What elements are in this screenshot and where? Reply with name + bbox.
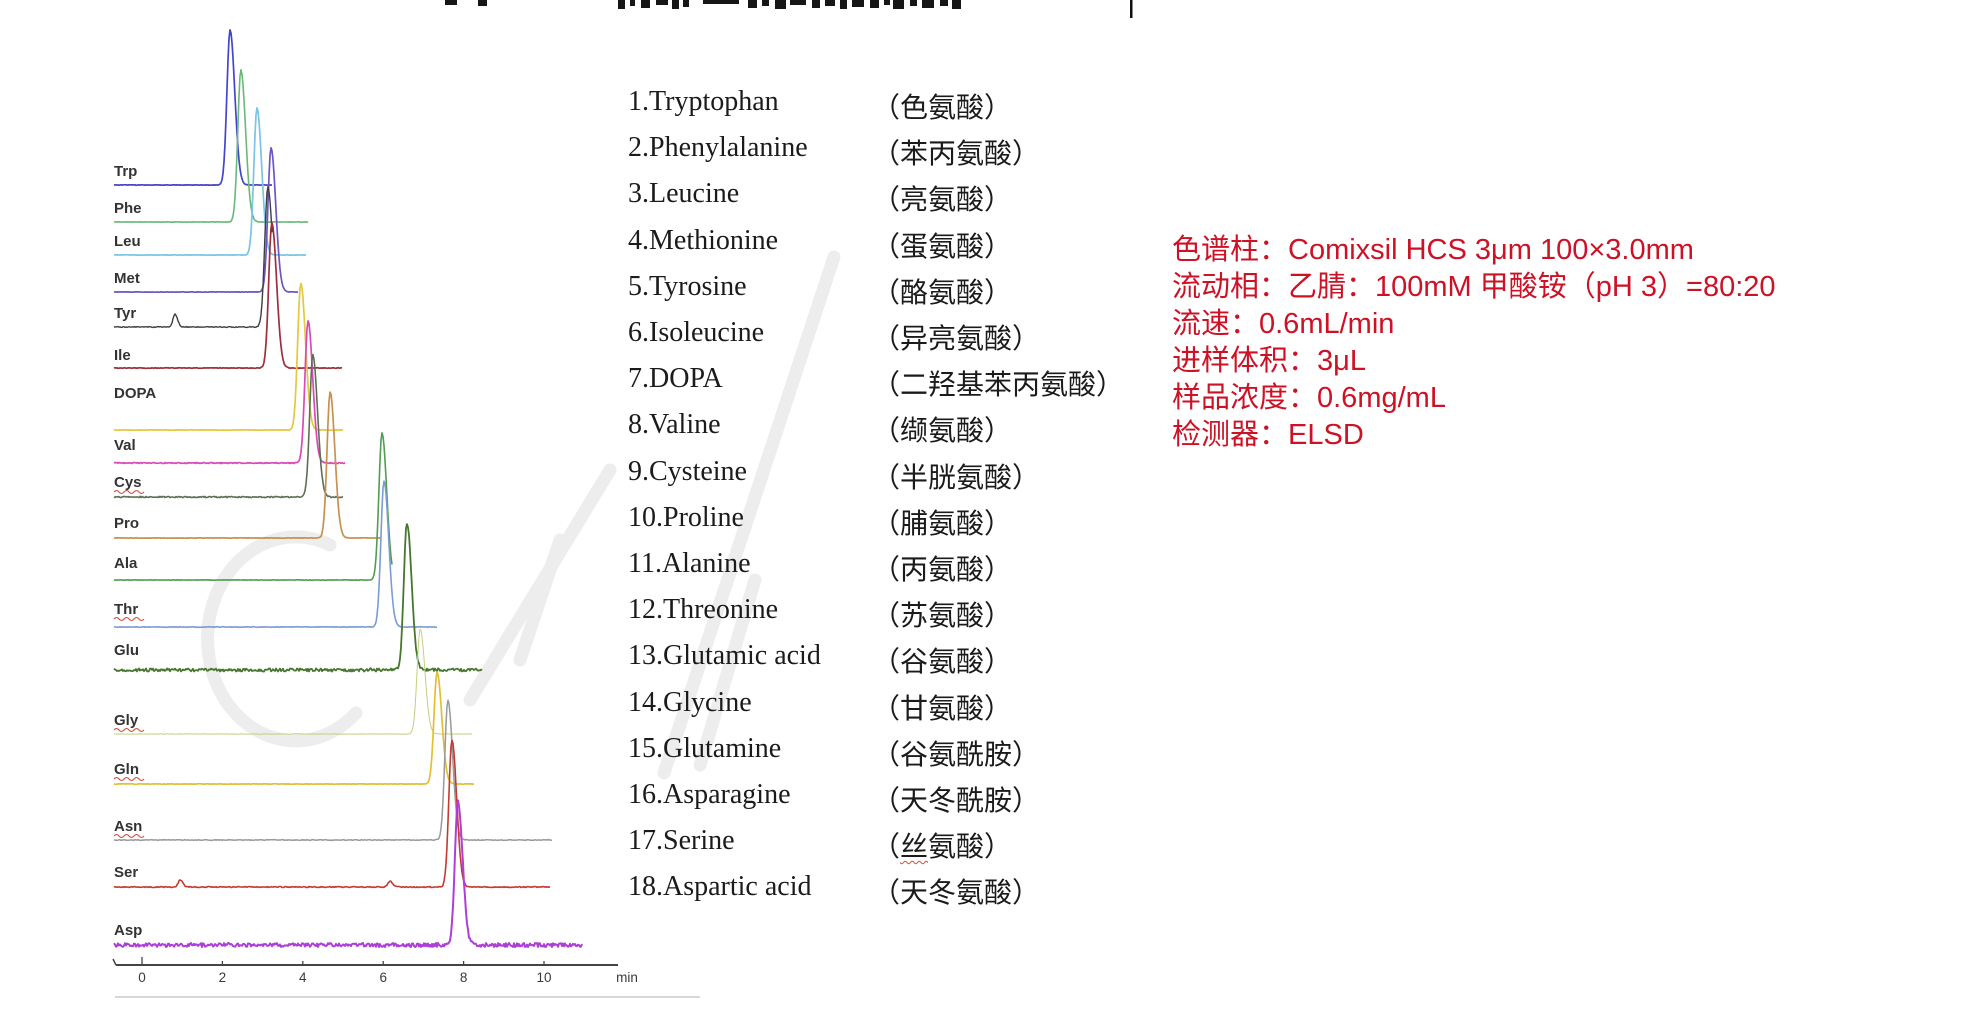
legend-chinese-name: （苏氨酸） bbox=[872, 601, 1013, 633]
trace-label-Asp: Asp bbox=[114, 922, 142, 939]
legend-number-name: 12.Threonine bbox=[628, 594, 779, 626]
x-tick-label: 4 bbox=[299, 970, 307, 985]
trace-label-Ser: Ser bbox=[114, 864, 138, 881]
trace-label-Glu: Glu bbox=[114, 642, 139, 659]
trace-label-Gly: Gly bbox=[114, 712, 139, 729]
trace-Asn bbox=[113, 699, 553, 842]
trace-label-DOPA: DOPA bbox=[114, 385, 156, 402]
trace-Ile bbox=[113, 221, 343, 370]
legend-chinese-name: （缬氨酸） bbox=[872, 416, 1013, 448]
trace-label-Gln: Gln bbox=[114, 761, 139, 778]
amino-acid-legend: 1.Tryptophan （色氨酸） 2.Phenylalanine （苯丙氨酸） 3.… bbox=[628, 0, 1188, 1009]
trace-label-Ala: Ala bbox=[114, 555, 138, 572]
trace-Met bbox=[113, 147, 299, 294]
trace-Ala bbox=[113, 432, 393, 582]
legend-chinese-name: （脯氨酸） bbox=[872, 508, 1013, 540]
legend-number-name: 11.Alanine bbox=[628, 548, 751, 579]
legend-number-name: 15.Glutamine bbox=[628, 732, 782, 764]
watermark bbox=[201, 250, 841, 780]
x-tick-label: 2 bbox=[219, 970, 227, 985]
legend-number-name: 2.Phenylalanine bbox=[628, 132, 808, 164]
trace-Tyr bbox=[113, 185, 273, 329]
legend-chinese-name: （丙氨酸） bbox=[872, 555, 1013, 586]
spellcheck-squiggle bbox=[113, 489, 145, 495]
legend-number-name: 7.DOPA bbox=[628, 363, 723, 395]
x-tick-label: 6 bbox=[379, 970, 387, 985]
trace-label-Leu: Leu bbox=[114, 233, 141, 250]
legend-chinese-name: （苯丙氨酸） bbox=[872, 139, 1041, 171]
top-divider-line bbox=[1130, 0, 1133, 18]
legend-number-name: 4.Methionine bbox=[628, 224, 779, 256]
trace-label-Phe: Phe bbox=[114, 200, 142, 217]
x-tick-label: 0 bbox=[138, 970, 146, 985]
legend-number-name: 6.Isoleucine bbox=[628, 317, 765, 348]
legend-number-name: 1.Tryptophan bbox=[628, 86, 779, 117]
legend-chinese-name: （天冬酰胺） bbox=[872, 786, 1041, 817]
legend-chinese-name: （亮氨酸） bbox=[872, 185, 1013, 217]
trace-label-Tyr: Tyr bbox=[114, 305, 136, 322]
x-axis-unit: min bbox=[616, 970, 638, 985]
legend-chinese-name: （半胱氨酸） bbox=[872, 462, 1041, 494]
legend-chinese-name: （色氨酸） bbox=[872, 93, 1013, 124]
legend-number-name: 16.Asparagine bbox=[628, 779, 791, 810]
trace-Leu bbox=[113, 107, 307, 257]
trace-Thr bbox=[113, 480, 438, 629]
legend-number-name: 14.Glycine bbox=[628, 686, 752, 718]
trace-label-Met: Met bbox=[114, 270, 140, 287]
legend-number-name: 9.Cysteine bbox=[628, 455, 747, 487]
trace-label-Ile: Ile bbox=[114, 347, 131, 364]
legend-number-name: 3.Leucine bbox=[628, 178, 740, 210]
trace-Asp bbox=[113, 799, 583, 948]
condition-line: 色谱柱：Comixsil HCS 3μm 100×3.0mm bbox=[1172, 234, 1694, 266]
trace-Glu bbox=[113, 523, 483, 673]
condition-line: 进样体积：3μL bbox=[1172, 345, 1366, 377]
spellcheck-squiggle bbox=[113, 833, 145, 839]
trace-label-Thr: Thr bbox=[114, 601, 138, 618]
trace-Phe bbox=[113, 69, 309, 223]
condition-line: 检测器：ELSD bbox=[1172, 419, 1364, 451]
legend-chinese-name: （蛋氨酸） bbox=[872, 231, 1013, 263]
trace-Ser bbox=[113, 739, 551, 889]
trace-Cys bbox=[113, 353, 344, 499]
condition-line: 流动相：乙腈：100mM 甲酸铵（pH 3）=80:20 bbox=[1172, 271, 1776, 303]
trace-Pro bbox=[113, 391, 382, 540]
legend-number-name: 10.Proline bbox=[628, 501, 744, 533]
trace-label-Pro: Pro bbox=[114, 515, 139, 532]
legend-chinese-name: （谷氨酰胺） bbox=[872, 739, 1041, 771]
legend-chinese-name: （天冬氨酸） bbox=[872, 878, 1041, 910]
spellcheck-squiggle bbox=[113, 776, 145, 782]
analysis-conditions: 色谱柱：Comixsil HCS 3μm 100×3.0mm 流动相：乙腈：100… bbox=[1172, 232, 1952, 454]
trace-Val bbox=[113, 320, 346, 465]
legend-number-name: 5.Tyrosine bbox=[628, 270, 747, 302]
legend-number-name: 18.Aspartic acid bbox=[628, 871, 812, 903]
trace-label-Cys: Cys bbox=[114, 474, 142, 491]
x-tick-label: 10 bbox=[536, 970, 551, 985]
spellcheck-squiggle bbox=[113, 616, 145, 622]
trace-DOPA bbox=[113, 282, 344, 432]
legend-chinese-name: （酪氨酸） bbox=[872, 277, 1013, 309]
trace-Gln bbox=[113, 671, 475, 786]
legend-chinese-name: （异亮氨酸） bbox=[872, 324, 1041, 355]
trace-label-Val: Val bbox=[114, 437, 136, 454]
legend-number-name: 8.Valine bbox=[628, 409, 721, 441]
x-axis: 0 2 4 6 8 10 min bbox=[112, 957, 638, 985]
x-tick-label: 8 bbox=[460, 970, 468, 985]
trace-Gly bbox=[113, 628, 472, 735]
legend-number-name: 17.Serine bbox=[628, 825, 735, 857]
legend-chinese-name: （二羟基苯丙氨酸） bbox=[872, 370, 1125, 402]
trace-Trp bbox=[114, 29, 272, 187]
trace-label-Trp: Trp bbox=[114, 163, 137, 180]
spellcheck-marked-char: 丝 bbox=[900, 832, 929, 864]
condition-line: 流速：0.6mL/min bbox=[1172, 308, 1395, 340]
legend-chinese-name: （谷氨酸） bbox=[872, 647, 1013, 679]
legend-chinese-name: （甘氨酸） bbox=[872, 693, 1013, 725]
condition-line: 样品浓度：0.6mg/mL bbox=[1172, 382, 1446, 414]
legend-chinese-name: （丝氨酸） bbox=[872, 832, 1013, 864]
legend-number-name: 13.Glutamic acid bbox=[628, 640, 821, 672]
cropped-title-fragments bbox=[445, 0, 961, 9]
spellcheck-squiggle bbox=[113, 727, 145, 733]
trace-label-Asn: Asn bbox=[114, 818, 142, 835]
